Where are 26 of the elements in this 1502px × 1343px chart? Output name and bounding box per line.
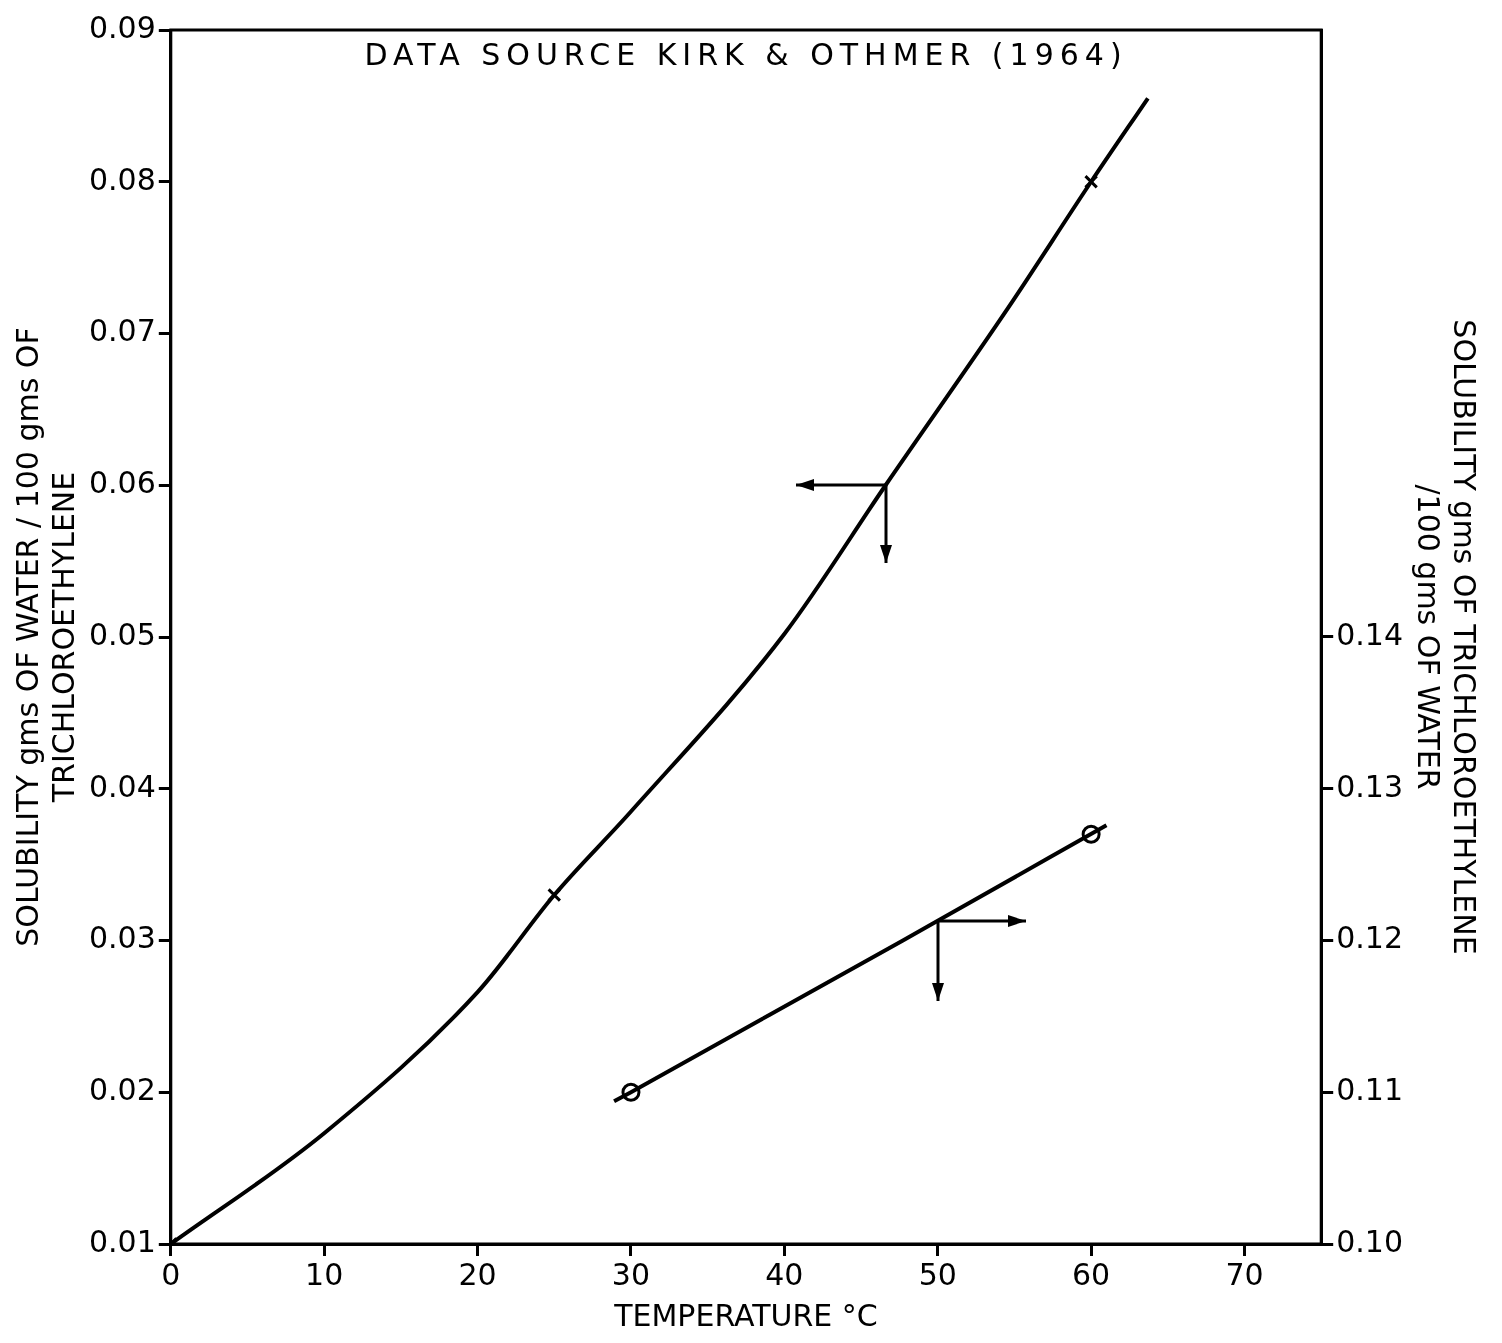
x-tick-label: 40 (765, 1256, 804, 1292)
y-tick-label: 0.05 (89, 616, 156, 652)
y-tick-label: 0.06 (89, 465, 156, 501)
y-tick-label: 0.03 (89, 920, 156, 956)
x-tick-label: 70 (1225, 1256, 1264, 1292)
x-tick-label: 60 (1072, 1256, 1111, 1292)
y2-tick-label: 0.13 (1336, 768, 1403, 804)
y2-tick-label: 0.14 (1336, 616, 1403, 652)
x-tick-label: 10 (305, 1256, 344, 1292)
y-tick-label: 0.04 (89, 768, 156, 804)
y2-tick-label: 0.10 (1336, 1223, 1403, 1259)
x-tick-label: 0 (161, 1256, 181, 1292)
x-tick-label: 30 (611, 1256, 651, 1292)
y-tick-label: 0.01 (89, 1223, 156, 1259)
y2-tick-label: 0.11 (1336, 1072, 1403, 1108)
x-axis-title: TEMPERATURE °C (613, 1297, 878, 1333)
y-tick-label: 0.02 (89, 1072, 156, 1108)
y2-axis-title: SOLUBILITY gms OF TRICHLOROETHYLENE /100 gms OF WATER (1411, 319, 1483, 955)
y-axis-title: SOLUBILITY gms OF WATER / 100 gms OF TRICHLOROETHYLENE (9, 327, 81, 947)
y2-tick-label: 0.12 (1336, 920, 1403, 956)
y-tick-label: 0.07 (89, 313, 156, 349)
y-tick-label: 0.09 (89, 9, 156, 45)
x-tick-label: 20 (458, 1256, 497, 1292)
annotation: DATA SOURCE KIRK & OTHMER (1964) (364, 36, 1128, 72)
y-tick-label: 0.08 (89, 161, 156, 197)
x-tick-label: 50 (918, 1256, 957, 1292)
